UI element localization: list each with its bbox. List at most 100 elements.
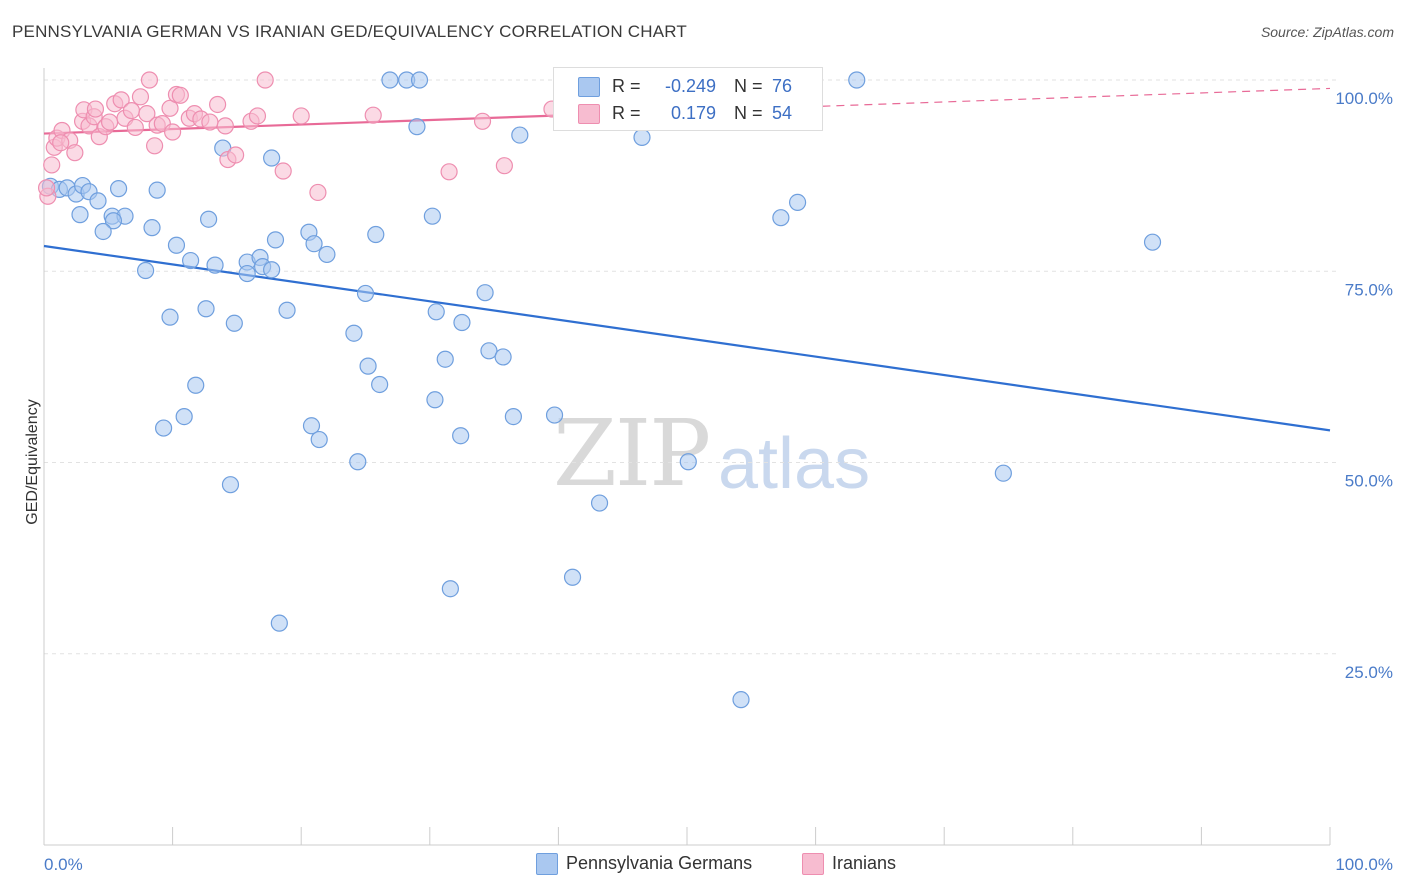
trend-lines	[43, 87, 1331, 432]
point-pennsylvania-german	[426, 391, 444, 409]
point-iranian	[292, 107, 310, 125]
point-pennsylvania-german	[206, 256, 224, 274]
point-pennsylvania-german	[318, 245, 336, 264]
point-pennsylvania-german	[266, 231, 285, 249]
x-tick-label: 0.0%	[44, 855, 83, 874]
point-pennsylvania-german	[436, 350, 454, 368]
grid-lines	[44, 79, 1336, 655]
point-pennsylvania-german	[310, 430, 328, 449]
point-pennsylvania-german	[154, 419, 173, 437]
point-iranian	[100, 113, 119, 131]
point-iranian	[122, 101, 141, 120]
point-iranian	[274, 162, 292, 180]
legend-n-value: 54	[772, 103, 793, 123]
point-pennsylvania-german	[187, 376, 205, 394]
watermark-zip: ZIP	[553, 400, 711, 507]
legend-n-value: 76	[772, 76, 793, 96]
legend-row-pennsylvania-germans: R = -0.249 N = 76	[554, 73, 822, 101]
point-pennsylvania-german	[788, 193, 807, 211]
point-iranian	[209, 95, 227, 114]
point-pennsylvania-german	[109, 180, 128, 198]
chart-title: PENNSYLVANIA GERMAN VS IRANIAN GED/EQUIV…	[12, 22, 688, 41]
legend-n-label: N =	[734, 103, 763, 123]
point-pennsylvania-german	[302, 417, 321, 435]
point-pennsylvania-german	[1143, 233, 1162, 251]
y-tick-label: 75.0%	[1345, 280, 1393, 299]
watermark-atlas: atlas	[718, 424, 871, 504]
point-pennsylvania-german	[197, 300, 215, 318]
point-pennsylvania-german	[423, 207, 441, 225]
point-iranian	[216, 117, 234, 135]
point-iranian	[201, 113, 219, 131]
point-pennsylvania-german	[504, 408, 522, 426]
point-pennsylvania-german	[89, 192, 107, 210]
point-iranian	[66, 144, 84, 162]
x-tick-label: 100.0%	[1335, 855, 1393, 874]
point-iranian	[52, 134, 70, 152]
point-pennsylvania-german	[263, 149, 281, 167]
point-pennsylvania-german	[633, 128, 651, 146]
series-legend: Pennsylvania Germans Iranians	[0, 852, 1406, 878]
point-pennsylvania-german	[452, 427, 470, 445]
point-pennsylvania-german	[161, 308, 179, 326]
point-pennsylvania-german	[476, 284, 494, 302]
point-iranian	[440, 163, 458, 181]
point-iranian	[309, 183, 327, 202]
legend-row-iranians: R = 0.179 N = 54	[554, 100, 822, 128]
point-pennsylvania-german	[356, 284, 375, 303]
legend-r-label: R =	[612, 76, 641, 96]
legend-label: Pennsylvania Germans	[566, 853, 753, 873]
point-iranian	[364, 106, 382, 124]
point-iranian	[86, 100, 105, 118]
point-iranian	[112, 91, 130, 109]
point-pennsylvania-german	[71, 206, 89, 224]
legend-r-label: R =	[612, 103, 641, 123]
point-pennsylvania-german	[494, 348, 512, 366]
y-axis-label: GED/Equivalency	[24, 399, 41, 524]
point-iranian	[126, 118, 144, 137]
correlation-legend: R = -0.249 N = 76 R = 0.179 N = 54	[553, 67, 823, 131]
point-pennsylvania-german	[367, 225, 385, 244]
point-pennsylvania-german	[238, 264, 256, 283]
point-pennsylvania-german	[545, 406, 564, 424]
point-pennsylvania-german	[278, 301, 296, 319]
y-tick-label: 100.0%	[1335, 89, 1393, 108]
tick-labels: 100.0% 75.0% 50.0% 25.0% 0.0% 100.0%	[44, 89, 1393, 874]
point-pennsylvania-german	[732, 691, 750, 709]
legend-swatch-pink	[802, 853, 824, 875]
point-pennsylvania-german	[590, 494, 609, 512]
point-iranian	[131, 88, 150, 106]
point-pennsylvania-german	[994, 464, 1012, 482]
point-iranian	[171, 86, 189, 104]
point-pennsylvania-german	[263, 261, 281, 279]
point-pennsylvania-german	[221, 476, 240, 494]
point-pennsylvania-german	[143, 219, 161, 237]
point-pennsylvania-german	[148, 181, 166, 199]
point-pennsylvania-german	[182, 251, 200, 270]
legend-swatch-blue	[578, 77, 600, 97]
point-pennsylvania-german	[225, 314, 243, 332]
trend-line-pennsylvania-germans	[43, 244, 1331, 432]
legend-swatch-blue	[536, 853, 558, 875]
point-pennsylvania-german	[200, 210, 218, 228]
point-iranian	[43, 156, 61, 174]
point-iranian	[161, 99, 179, 117]
point-iranian	[495, 157, 513, 175]
legend-n-label: N =	[734, 76, 763, 96]
point-pennsylvania-german	[349, 453, 367, 471]
point-pennsylvania-german	[359, 357, 377, 375]
point-iranian	[473, 112, 492, 130]
point-iranian	[227, 146, 245, 164]
point-pennsylvania-german	[453, 313, 471, 332]
point-iranian	[256, 71, 274, 89]
point-pennsylvania-german	[175, 408, 193, 426]
legend-r-value: -0.249	[664, 76, 716, 96]
point-pennsylvania-german	[408, 118, 426, 136]
point-iranian	[164, 123, 182, 141]
point-pennsylvania-german	[167, 236, 186, 254]
point-pennsylvania-german	[136, 261, 155, 280]
y-tick-label: 25.0%	[1345, 663, 1393, 682]
point-iranian	[37, 179, 56, 197]
legend-label: Iranians	[832, 853, 897, 873]
